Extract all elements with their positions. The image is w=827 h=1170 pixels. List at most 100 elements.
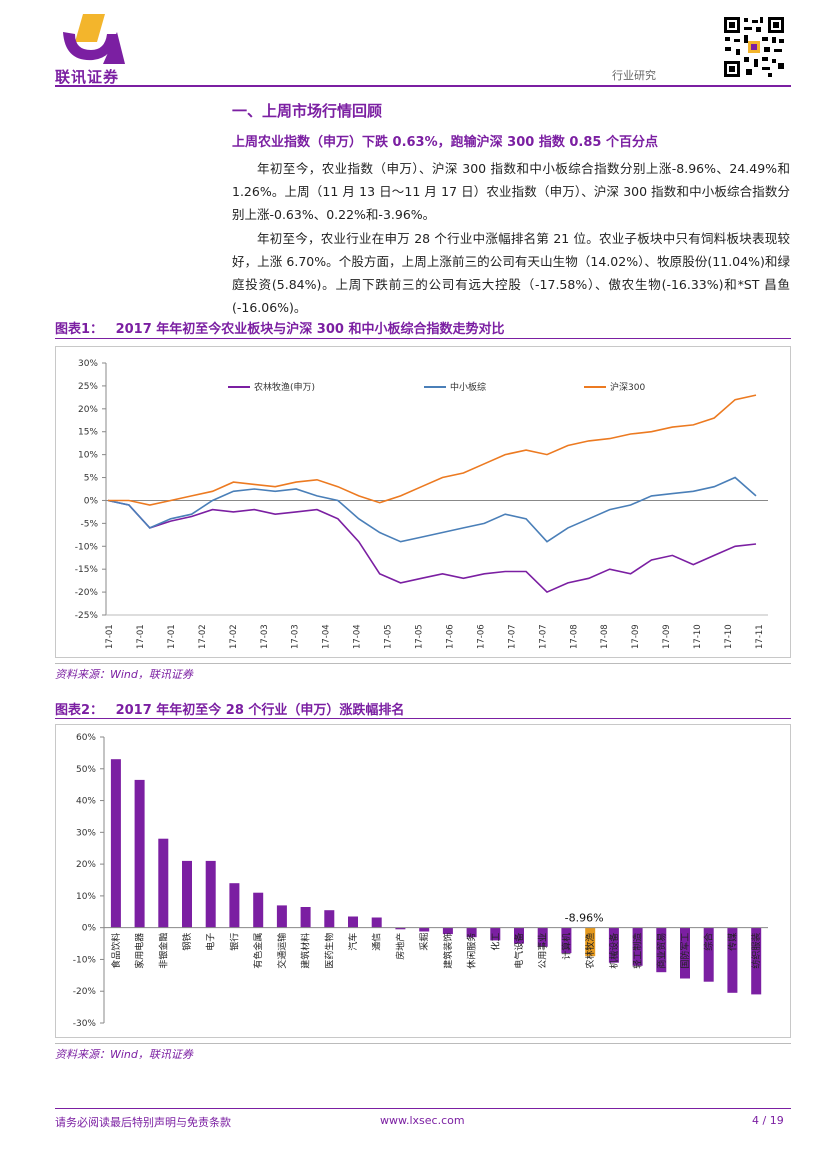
bar: [300, 907, 311, 928]
x-category-label: 电气设备: [513, 933, 525, 969]
x-tick-label: 17-07: [538, 624, 548, 649]
x-category-label: 化工: [489, 933, 501, 951]
x-category-label: 纺织服装: [750, 933, 762, 969]
line-chart-svg: 30% 25% 20% 15% 10% 5% 0% -5% -10% -15% -20% -25% 17…: [75, 359, 768, 649]
x-tick-label: 17-03: [260, 624, 270, 649]
bar: [371, 917, 382, 928]
y-tick-label: 5%: [84, 474, 99, 484]
bar-chart: 60% 50% 40% 30% 20% 10% 0% -10% -20% -30% 食品饮料 家用电器…: [55, 724, 791, 1038]
figure2-divider: [55, 718, 791, 719]
bar: [134, 779, 145, 928]
x-tick-label: 17-04: [322, 624, 332, 649]
x-tick-label: 17-09: [631, 624, 641, 649]
bar: [703, 927, 714, 982]
x-tick-label: 17-08: [600, 624, 610, 649]
x-tick-label: 17-02: [229, 624, 239, 649]
x-category-label: 食品饮料: [110, 933, 122, 969]
figure1-title-text: 2017 年年初至今农业板块与沪深 300 和中小板综合指数走势对比: [115, 322, 505, 337]
figure1-source: 资料来源：Wind，联讯证券: [55, 668, 193, 681]
qr-code-icon: [722, 15, 786, 79]
section-title: 一、上周市场行情回顾: [232, 102, 383, 120]
y-tick-label: -10%: [75, 542, 99, 552]
bar: [324, 910, 335, 928]
y-tick-label: -30%: [73, 1019, 97, 1029]
x-tick-label: 17-09: [662, 624, 672, 649]
bar: [466, 927, 477, 938]
bar: [182, 860, 192, 928]
series-line-2: [108, 394, 757, 506]
x-tick-label: 17-01: [136, 624, 146, 649]
y-tick-label: 40%: [76, 797, 96, 807]
logo: [55, 12, 135, 82]
bar: [158, 838, 169, 928]
figure1-divider: [55, 338, 791, 339]
bar: [490, 927, 501, 941]
x-tick-label: 17-07: [507, 624, 517, 649]
y-tick-label: -15%: [75, 565, 99, 575]
x-tick-label: 17-10: [693, 624, 703, 649]
bar: [608, 927, 619, 963]
y-tick-label: 10%: [76, 892, 96, 902]
y-tick-label: 20%: [78, 405, 98, 415]
x-tick-label: 17-03: [291, 624, 301, 649]
x-tick-label: 17-02: [198, 624, 208, 649]
y-tick-label: 30%: [78, 359, 98, 369]
bar: [348, 916, 358, 928]
y-tick-label: -20%: [73, 987, 97, 997]
footer-divider: [55, 1108, 791, 1109]
figure2-label: 图表2：: [55, 703, 104, 718]
bar: [419, 927, 430, 932]
footer-website[interactable]: www.lxsec.com: [380, 1114, 465, 1127]
y-tick-label: 15%: [78, 428, 98, 438]
highlight-data-label: -8.96%: [565, 912, 604, 925]
figure1-title: 图表1： 2017 年年初至今农业板块与沪深 300 和中小板综合指数走势对比: [55, 318, 504, 337]
bar: [395, 927, 406, 930]
bar: [680, 927, 690, 979]
x-category-label: 公用事业: [537, 933, 549, 969]
line-chart: 30% 25% 20% 15% 10% 5% 0% -5% -10% -15% -20% -25% 17…: [55, 346, 791, 658]
figure1-source-divider: [55, 663, 791, 664]
x-category-label: 有色金属: [252, 933, 264, 969]
y-tick-label: -25%: [75, 611, 99, 621]
bar: [585, 927, 596, 957]
bar: [727, 927, 738, 993]
y-tick-label: -20%: [75, 588, 99, 598]
y-tick-label: -10%: [73, 955, 97, 965]
section-subtitle: 上周农业指数（申万）下跌 0.63%，跑输沪深 300 指数 0.85 个百分点: [232, 135, 658, 150]
paragraph-2: 年初至今，农业行业在申万 28 个行业中涨幅排名第 21 位。农业子板块中只有饲…: [232, 231, 790, 315]
x-tick-label: 17-08: [569, 624, 579, 649]
x-tick-label: 17-06: [476, 624, 486, 649]
x-tick-label: 17-01: [167, 624, 177, 649]
y-tick-label: 30%: [76, 828, 96, 838]
header-divider: [55, 85, 791, 87]
legend-label-2: 沪深300: [610, 381, 645, 393]
y-tick-label: 10%: [78, 451, 98, 461]
bar: [514, 927, 524, 944]
x-category-label: 国防军工: [679, 933, 691, 969]
series-line-0: [107, 499, 757, 594]
y-tick-label: -5%: [80, 519, 98, 529]
bar-chart-svg: 60% 50% 40% 30% 20% 10% 0% -10% -20% -30% 食品饮料 家用电器…: [73, 733, 768, 1029]
y-tick-label: 20%: [76, 860, 96, 870]
y-tick-label: 25%: [78, 382, 98, 392]
x-category-label: 综合: [703, 933, 715, 951]
x-category-label: 家用电器: [134, 933, 146, 969]
x-tick-label: 17-10: [724, 624, 734, 649]
x-category-label: 计算机: [560, 933, 572, 960]
x-category-label: 汽车: [347, 933, 359, 951]
x-category-label: 采掘: [418, 933, 430, 951]
footer-disclaimer: 请务必阅读最后特别声明与免责条款: [55, 1116, 231, 1129]
x-tick-label: 17-01: [105, 624, 115, 649]
x-category-label: 建筑装饰: [442, 933, 454, 969]
y-tick-label: 0%: [82, 924, 97, 934]
figure2-source-divider: [55, 1043, 791, 1044]
x-category-label: 传媒: [726, 933, 738, 951]
x-category-label: 商业贸易: [655, 933, 667, 969]
header-category: 行业研究: [612, 69, 656, 82]
y-tick-label: 0%: [84, 496, 99, 506]
figure1-label: 图表1：: [55, 322, 104, 337]
paragraph-1: 年初至今，农业指数（申万）、沪深 300 指数和中小板综合指数分别上涨-8.96…: [232, 161, 790, 222]
bar: [253, 892, 264, 928]
x-tick-label: 17-11: [755, 624, 765, 649]
bar: [110, 759, 121, 928]
